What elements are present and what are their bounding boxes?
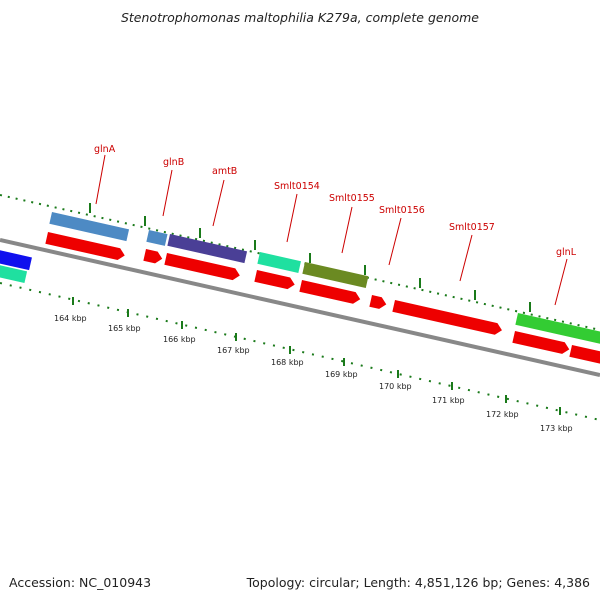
topology-text: Topology: circular; Length: 4,851,126 bp…	[246, 575, 590, 590]
tick-label: 171 kbp	[432, 396, 465, 405]
tick-label: 168 kbp	[271, 358, 304, 367]
tick-label: 167 kbp	[217, 346, 250, 355]
gene-label-Smlt0156: Smlt0156	[379, 205, 425, 216]
tick-label: 164 kbp	[54, 314, 87, 323]
cds-arrow-Smlt0157	[392, 300, 502, 335]
gene-label-Smlt0154: Smlt0154	[274, 181, 320, 192]
gene-feature-amtB	[167, 234, 248, 264]
cds-arrow-Smlt0155	[299, 280, 361, 304]
map-title: Stenotrophomonas maltophilia K279a, comp…	[120, 10, 480, 25]
gene-label-glnB: glnB	[163, 157, 184, 168]
cds-arrow-glnL-next	[569, 345, 600, 366]
tick-label: 169 kbp	[325, 370, 358, 379]
tick-label: 173 kbp	[540, 424, 573, 433]
gene-feature-Smlt0155	[302, 261, 369, 288]
gene-label-glnA: glnA	[94, 144, 116, 155]
gene-label-Smlt0157: Smlt0157	[449, 222, 495, 233]
gene-feature-glnL	[515, 313, 600, 345]
gene-label-Smlt0155: Smlt0155	[329, 193, 375, 204]
gene-feature-glnB	[146, 230, 168, 246]
cds-arrow-amtB	[164, 253, 240, 281]
tick-label: 166 kbp	[163, 335, 196, 344]
accession-text: Accession: NC_010943	[9, 575, 152, 590]
scale-labels: 164 kbp 165 kbp 166 kbp 167 kbp 168 kbp …	[54, 314, 573, 433]
gene-feature-Smlt0154	[257, 251, 301, 273]
cds-arrow-Smlt0154	[254, 270, 295, 290]
gene-label-amtB: amtB	[212, 166, 237, 177]
cds-arrow-glnL	[512, 331, 570, 354]
gene-label-glnL: glnL	[556, 247, 577, 258]
tick-label: 170 kbp	[379, 382, 412, 391]
forward-strand-features	[49, 212, 600, 345]
left-partial-features	[0, 247, 32, 284]
inner-tick-ring	[0, 282, 600, 421]
cds-arrows	[45, 232, 600, 366]
tick-label: 172 kbp	[486, 410, 519, 419]
tick-label: 165 kbp	[108, 324, 141, 333]
cds-arrow-Smlt0156	[369, 295, 387, 309]
cds-arrow-glnB	[143, 249, 163, 264]
outer-tick-ring	[0, 194, 600, 331]
gene-feature-glnA	[49, 212, 130, 242]
cds-arrow-glnA	[45, 232, 125, 260]
genome-backbone	[0, 238, 600, 377]
gene-labels: glnA glnB amtB Smlt0154 Smlt0155 Smlt015…	[94, 144, 577, 306]
